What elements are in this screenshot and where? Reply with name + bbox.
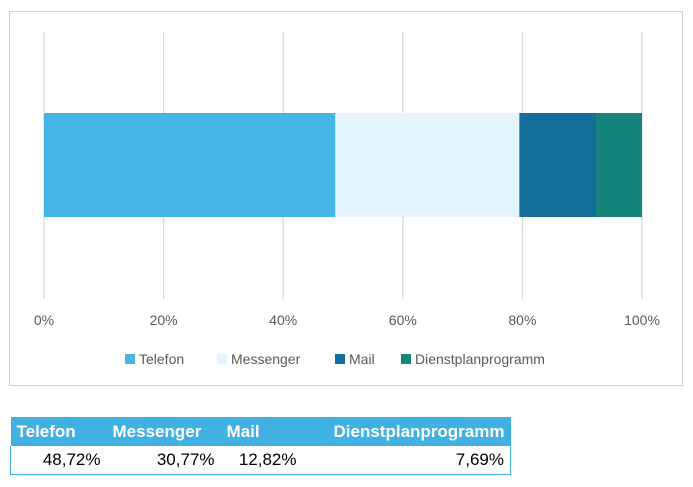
legend-swatch (217, 354, 227, 364)
table-cell-telefon: 48,72% (10, 446, 107, 475)
legend-swatch (335, 354, 345, 364)
table-header-telefon: Telefon (10, 417, 107, 446)
legend-swatch (125, 354, 135, 364)
bar-segment-mail (519, 113, 597, 217)
bar-segment-telefon (44, 113, 336, 217)
x-tick-label: 40% (269, 312, 297, 328)
table-header-mail: Mail (220, 417, 303, 446)
x-tick-label: 20% (150, 312, 178, 328)
legend-label: Telefon (139, 351, 184, 367)
bar-segment-dienstplanprogramm (596, 113, 642, 217)
x-tick-label: 100% (624, 312, 660, 328)
table-cell-dienstplanprogramm: 7,69% (302, 446, 511, 475)
table-header-dienstplanprogramm: Dienstplanprogramm (302, 417, 511, 446)
x-tick-label: 80% (508, 312, 536, 328)
table-header-row: Telefon Messenger Mail Dienstplanprogram… (10, 417, 511, 446)
table-cell-messenger: 30,77% (106, 446, 221, 475)
legend: Telefon Messenger Mail Dienstplanprogramm (125, 351, 545, 367)
data-table: Telefon Messenger Mail Dienstplanprogram… (10, 417, 511, 475)
legend-swatch (401, 354, 411, 364)
legend-label: Messenger (231, 351, 301, 367)
bar-segments (44, 113, 642, 217)
table-row: 48,72% 30,77% 12,82% 7,69% (10, 446, 511, 475)
table-cell-mail: 12,82% (220, 446, 303, 475)
stacked-bar-chart: 0% 20% 40% 60% 80% 100% Telefon Messenger Mail D… (34, 32, 660, 367)
bar-segment-messenger (335, 113, 520, 217)
x-axis-ticks: 0% 20% 40% 60% 80% 100% (34, 312, 660, 328)
x-tick-label: 60% (389, 312, 417, 328)
chart-area: 0% 20% 40% 60% 80% 100% Telefon Messenger Mail D… (9, 11, 683, 386)
legend-label: Mail (349, 351, 375, 367)
table-header-messenger: Messenger (106, 417, 221, 446)
legend-label: Dienstplanprogramm (415, 351, 545, 367)
x-tick-label: 0% (34, 312, 54, 328)
